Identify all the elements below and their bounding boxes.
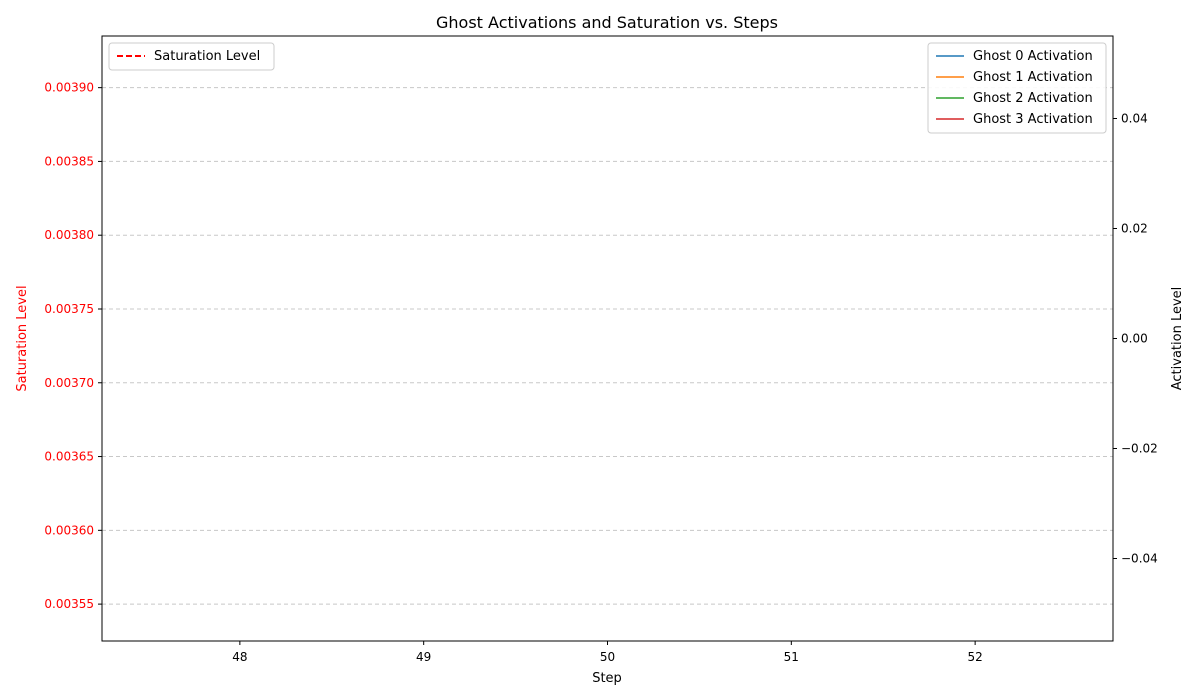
legend-label: Ghost 2 Activation (973, 91, 1093, 106)
right-y-tick-label: −0.04 (1121, 552, 1158, 566)
legend-box (108, 42, 275, 71)
legend-label: Ghost 3 Activation (973, 112, 1093, 127)
legend-label: Ghost 1 Activation (973, 70, 1093, 85)
legend-saturation: Saturation Level (108, 42, 275, 71)
left-y-tick-label: 0.00390 (44, 81, 94, 95)
x-axis: 48 49 50 51 52 (232, 641, 983, 664)
left-y-tick-label: 0.00385 (44, 154, 94, 168)
left-y-tick-label: 0.00380 (44, 228, 94, 242)
right-y-tick-label: 0.00 (1121, 332, 1148, 346)
right-y-tick-label: 0.04 (1121, 112, 1148, 126)
x-tick-label: 52 (967, 650, 982, 664)
legend-label: Saturation Level (154, 49, 260, 64)
left-y-tick-label: 0.00375 (44, 302, 94, 316)
left-y-axis-label: Saturation Level (15, 285, 30, 391)
x-axis-label: Step (592, 671, 622, 686)
legend-label: Ghost 0 Activation (973, 49, 1093, 64)
left-y-axis: 0.00355 0.00360 0.00365 0.00370 0.00375 0.003… (44, 81, 102, 611)
left-y-tick-label: 0.00370 (44, 376, 94, 390)
right-y-axis: −0.04 −0.02 0.00 0.02 0.04 (1113, 112, 1158, 566)
left-y-tick-label: 0.00355 (44, 597, 94, 611)
right-y-axis-label: Activation Level (1170, 287, 1185, 391)
grid-layer (102, 87, 1113, 605)
x-tick-label: 49 (416, 650, 431, 664)
x-tick-label: 50 (600, 650, 615, 664)
x-tick-label: 51 (784, 650, 799, 664)
right-y-tick-label: −0.02 (1121, 442, 1158, 456)
x-tick-label: 48 (232, 650, 247, 664)
left-y-tick-label: 0.00365 (44, 450, 94, 464)
right-y-tick-label: 0.02 (1121, 222, 1148, 236)
legend-ghost-activations: Ghost 0 Activation Ghost 1 Activation Ghos… (927, 42, 1107, 134)
legend-box (927, 42, 1107, 134)
chart-title: Ghost Activations and Saturation vs. Ste… (436, 13, 778, 32)
left-y-tick-label: 0.00360 (44, 523, 94, 537)
